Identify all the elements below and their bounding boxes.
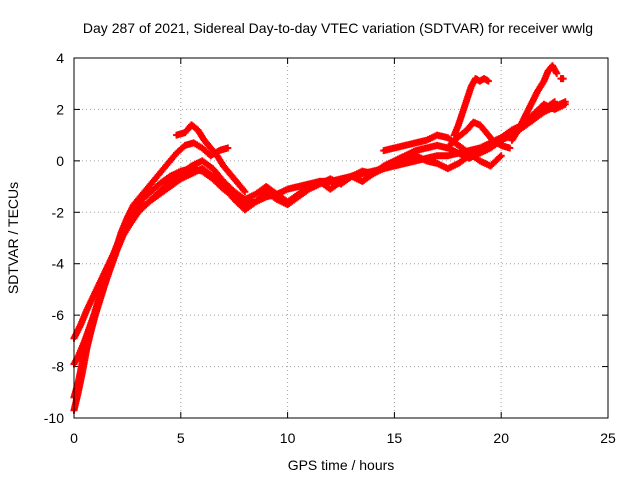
x-axis-label: GPS time / hours xyxy=(288,457,395,473)
x-tick-label: 15 xyxy=(387,430,403,446)
data-point xyxy=(224,144,232,152)
y-tick-label: -4 xyxy=(52,256,65,272)
y-tick-label: -10 xyxy=(44,410,64,426)
data-point xyxy=(241,188,249,196)
y-tick-label: 0 xyxy=(56,153,64,169)
series-track-8 xyxy=(444,118,514,152)
data-point xyxy=(561,100,569,108)
axis-ticks: 0 5 10 15 20 25 -10 -8 -6 -4 -2 0 2 4 xyxy=(44,50,616,446)
y-tick-label: -8 xyxy=(52,359,65,375)
y-tick-label: 2 xyxy=(56,101,64,117)
series-track-2 xyxy=(70,100,569,342)
series-track-4 xyxy=(70,139,232,401)
y-axis-label: SDTVAR / TECUs xyxy=(5,182,21,294)
series-track-9 xyxy=(508,62,561,144)
series-track-3 xyxy=(70,98,559,368)
series-track-5 xyxy=(173,121,249,196)
data-point xyxy=(551,98,559,106)
series-track-6 xyxy=(380,131,505,170)
data-point xyxy=(553,69,561,77)
y-tick-label: 4 xyxy=(56,50,64,66)
data-markers xyxy=(70,62,569,414)
y-tick-label: -6 xyxy=(52,307,65,323)
data-point xyxy=(484,77,492,85)
data-point xyxy=(559,75,567,83)
x-tick-label: 0 xyxy=(70,430,78,446)
grid-lines xyxy=(74,58,608,418)
x-tick-label: 25 xyxy=(600,430,616,446)
x-tick-label: 10 xyxy=(280,430,296,446)
y-tick-label: -2 xyxy=(52,204,65,220)
series-track-10 xyxy=(557,75,567,83)
plot-frame xyxy=(73,57,609,419)
data-point xyxy=(506,144,514,152)
data-point xyxy=(497,152,505,160)
x-tick-label: 5 xyxy=(177,430,185,446)
chart-title: Day 287 of 2021, Sidereal Day-to-day VTE… xyxy=(83,20,593,36)
x-tick-label: 20 xyxy=(493,430,509,446)
